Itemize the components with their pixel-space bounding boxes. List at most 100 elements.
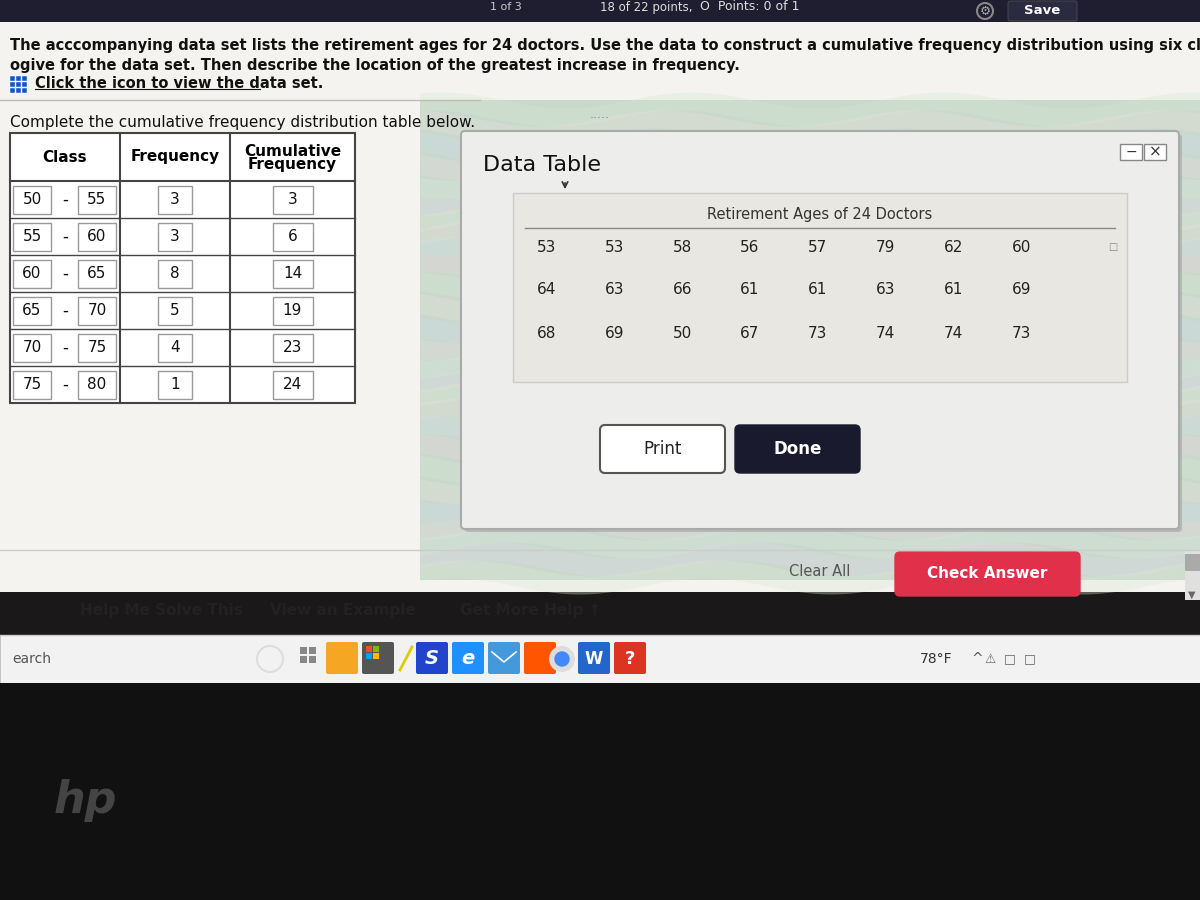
FancyBboxPatch shape [13, 334, 50, 362]
Text: Frequency: Frequency [131, 149, 220, 165]
FancyBboxPatch shape [78, 371, 116, 399]
Text: 63: 63 [605, 283, 624, 298]
Text: 80: 80 [88, 377, 107, 392]
Text: 67: 67 [740, 326, 760, 340]
Text: -: - [62, 375, 68, 393]
FancyBboxPatch shape [420, 100, 1200, 580]
FancyBboxPatch shape [272, 185, 312, 213]
FancyBboxPatch shape [895, 552, 1080, 596]
FancyBboxPatch shape [22, 76, 28, 81]
FancyBboxPatch shape [0, 0, 1200, 22]
Text: -: - [62, 302, 68, 319]
Text: 75: 75 [88, 340, 107, 355]
Text: 8: 8 [170, 266, 180, 281]
FancyBboxPatch shape [452, 642, 484, 674]
Text: View an Example: View an Example [270, 602, 415, 617]
Text: Check Answer: Check Answer [926, 566, 1048, 581]
Text: 60: 60 [23, 266, 42, 281]
FancyBboxPatch shape [366, 653, 372, 659]
Text: 74: 74 [943, 326, 962, 340]
Circle shape [550, 646, 575, 672]
Text: earch: earch [12, 652, 50, 666]
FancyBboxPatch shape [10, 133, 355, 403]
FancyBboxPatch shape [16, 76, 22, 81]
Text: S: S [425, 650, 439, 669]
FancyBboxPatch shape [13, 259, 50, 287]
Text: ?: ? [625, 650, 635, 668]
FancyBboxPatch shape [16, 88, 22, 93]
Text: 78°F: 78°F [920, 652, 953, 666]
Text: 69: 69 [1012, 283, 1031, 298]
FancyBboxPatch shape [464, 134, 1182, 532]
Text: 61: 61 [808, 283, 828, 298]
FancyBboxPatch shape [158, 371, 192, 399]
Text: □: □ [1109, 242, 1117, 252]
Text: ▼: ▼ [1188, 590, 1195, 600]
Text: Get More Help ↑: Get More Help ↑ [460, 602, 601, 617]
Text: 60: 60 [88, 229, 107, 244]
FancyBboxPatch shape [272, 296, 312, 325]
Text: 53: 53 [605, 239, 624, 255]
Text: 3: 3 [170, 192, 180, 207]
Text: 55: 55 [88, 192, 107, 207]
Text: 62: 62 [943, 239, 964, 255]
FancyBboxPatch shape [0, 635, 1200, 683]
Text: Click the icon to view the data set.: Click the icon to view the data set. [35, 76, 323, 92]
Text: Clear All: Clear All [790, 564, 851, 580]
FancyBboxPatch shape [1186, 554, 1200, 571]
Text: 53: 53 [538, 239, 557, 255]
Text: 4: 4 [170, 340, 180, 355]
Text: 3: 3 [170, 229, 180, 244]
Text: 60: 60 [1012, 239, 1031, 255]
Text: 68: 68 [538, 326, 557, 340]
FancyBboxPatch shape [16, 82, 22, 87]
Text: 70: 70 [23, 340, 42, 355]
FancyBboxPatch shape [1008, 1, 1078, 21]
FancyBboxPatch shape [600, 425, 725, 473]
FancyBboxPatch shape [300, 656, 307, 663]
FancyBboxPatch shape [22, 88, 28, 93]
Text: 14: 14 [283, 266, 302, 281]
FancyBboxPatch shape [373, 653, 379, 659]
Text: 3: 3 [288, 192, 298, 207]
Text: Complete the cumulative frequency distribution table below.: Complete the cumulative frequency distri… [10, 115, 475, 130]
FancyBboxPatch shape [514, 193, 1127, 382]
Text: 18 of 22 points,: 18 of 22 points, [600, 1, 692, 13]
FancyBboxPatch shape [78, 334, 116, 362]
FancyBboxPatch shape [272, 222, 312, 250]
Text: 50: 50 [23, 192, 42, 207]
FancyBboxPatch shape [416, 642, 448, 674]
Text: 50: 50 [672, 326, 692, 340]
Text: 1 of 3: 1 of 3 [490, 2, 522, 12]
Text: 19: 19 [283, 303, 302, 318]
Text: -: - [62, 228, 68, 246]
Text: 57: 57 [808, 239, 827, 255]
Text: 70: 70 [88, 303, 107, 318]
FancyBboxPatch shape [1144, 144, 1166, 160]
FancyBboxPatch shape [0, 22, 1200, 592]
FancyBboxPatch shape [10, 76, 14, 81]
Text: 64: 64 [538, 283, 557, 298]
Text: Help Me Solve This: Help Me Solve This [80, 602, 242, 617]
FancyBboxPatch shape [734, 425, 860, 473]
Text: 55: 55 [23, 229, 42, 244]
FancyBboxPatch shape [78, 222, 116, 250]
FancyBboxPatch shape [13, 222, 50, 250]
FancyBboxPatch shape [78, 185, 116, 213]
Text: 58: 58 [672, 239, 692, 255]
Text: -: - [62, 191, 68, 209]
Text: ^: ^ [972, 652, 984, 666]
Text: O  Points: 0 of 1: O Points: 0 of 1 [700, 1, 799, 13]
FancyBboxPatch shape [13, 371, 50, 399]
Text: ×: × [1148, 145, 1162, 159]
Text: 73: 73 [808, 326, 828, 340]
Text: -: - [62, 338, 68, 356]
Text: Class: Class [43, 149, 88, 165]
Text: 73: 73 [1012, 326, 1031, 340]
Text: Frequency: Frequency [248, 158, 337, 173]
FancyBboxPatch shape [373, 646, 379, 652]
FancyBboxPatch shape [158, 185, 192, 213]
Text: 74: 74 [876, 326, 895, 340]
Text: W: W [584, 650, 604, 668]
FancyBboxPatch shape [22, 82, 28, 87]
